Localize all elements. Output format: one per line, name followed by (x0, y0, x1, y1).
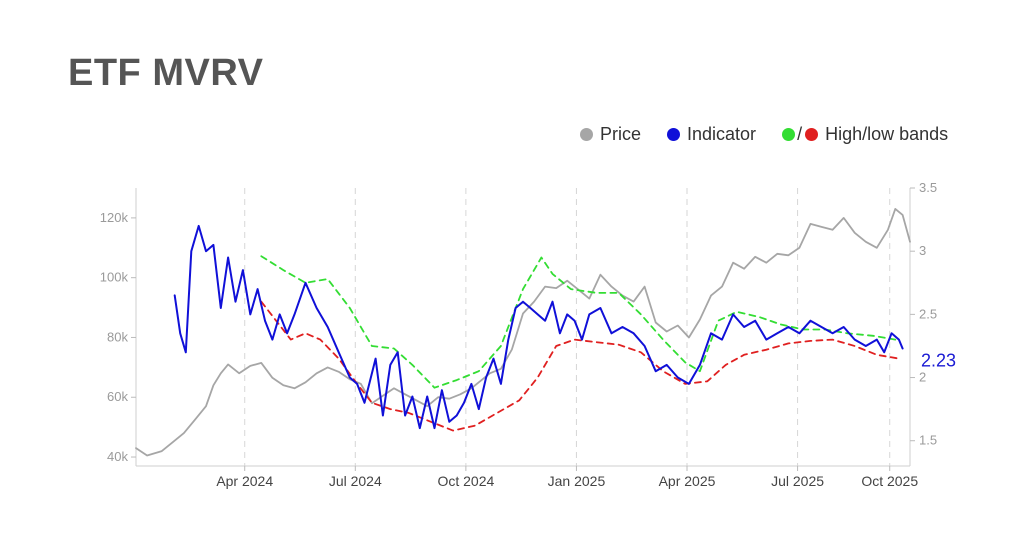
x-tick-label: Apr 2025 (659, 473, 716, 489)
right-y-tick-label: 2 (919, 370, 926, 385)
x-tick-label: Oct 2025 (861, 473, 918, 489)
chart-series (135, 208, 911, 457)
legend-item-indicator[interactable]: Indicator (667, 124, 756, 145)
low-band-line (260, 300, 900, 432)
right-y-tick-label: 1.5 (919, 433, 937, 448)
left-y-tick-label: 60k (107, 389, 128, 404)
legend-label-indicator: Indicator (687, 124, 757, 144)
left-y-tick-label: 40k (107, 449, 128, 464)
price-dot-icon (580, 128, 593, 141)
indicator-dot-icon (667, 128, 681, 141)
left-y-tick-label: 120k (100, 210, 129, 225)
legend-item-bands[interactable]: / High/low bands (782, 124, 948, 145)
tick-labels: Apr 2024 Jul 2024 Oct 2024 Jan 2025 Apr 2025… (100, 180, 956, 489)
x-tick-label: Apr 2024 (216, 473, 273, 489)
legend-label-price: Price (600, 124, 642, 144)
high-band-dot-icon (782, 128, 796, 141)
low-band-dot-icon (805, 128, 819, 141)
page-title: ETF MVRV (68, 52, 264, 94)
legend-slash: / (797, 124, 803, 144)
indicator-line (173, 224, 904, 430)
x-tick-label: Jul 2025 (771, 473, 824, 489)
left-y-tick-label: 80k (107, 329, 128, 344)
chart-legend: Price Indicator / High/low bands (580, 124, 948, 145)
x-tick-label: Oct 2024 (437, 473, 494, 489)
right-y-tick-label: 2.5 (919, 306, 937, 321)
legend-label-bands: High/low bands (825, 124, 949, 144)
high-band-line (260, 255, 897, 389)
legend-item-price[interactable]: Price (580, 124, 641, 145)
left-y-tick-label: 100k (100, 270, 129, 285)
x-gridlines (244, 188, 891, 466)
indicator-last-value-label: 2.23 (921, 350, 956, 370)
x-tick-label: Jan 2025 (548, 473, 606, 489)
right-y-tick-label: 3.5 (919, 180, 937, 195)
axes (131, 187, 915, 471)
right-y-tick-label: 3 (919, 243, 926, 258)
price-line (135, 208, 911, 457)
x-tick-label: Jul 2024 (329, 473, 382, 489)
